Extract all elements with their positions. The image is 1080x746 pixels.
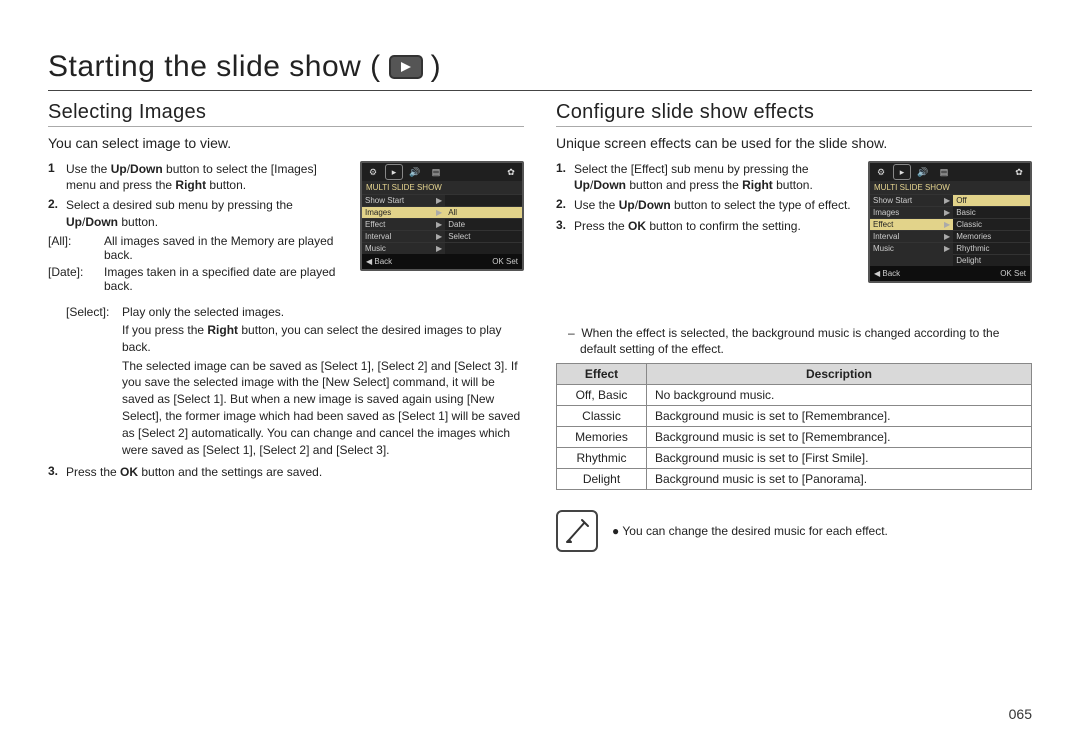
- table-cell: Rhythmic: [557, 448, 647, 469]
- table-cell: Background music is set to [Panorama].: [647, 469, 1032, 490]
- step-number: 2.: [48, 197, 60, 229]
- right-subtitle: Configure slide show effects: [556, 101, 1032, 127]
- page-title: Starting the slide show ( ): [48, 50, 1032, 90]
- table-header: Description: [647, 364, 1032, 385]
- play-icon: [389, 55, 423, 79]
- step-number: 1: [48, 161, 60, 193]
- table-cell: Classic: [557, 406, 647, 427]
- screen-menu-item: Effect▶: [870, 218, 953, 230]
- left-cont2: The selected image can be saved as [Sele…: [122, 358, 524, 459]
- screen-menu-item: Music▶: [870, 242, 953, 254]
- step-body: Press the OK button and the settings are…: [66, 464, 524, 480]
- screen-tool-icon: ✿: [1011, 165, 1027, 179]
- screen-tool-icon: ✿: [503, 165, 519, 179]
- screen-title: MULTI SLIDE SHOW: [362, 181, 522, 194]
- page-number: 065: [1009, 706, 1032, 722]
- screen-tool-icon: ▸: [386, 165, 402, 179]
- screen-menu-item: Images▶: [870, 206, 953, 218]
- screen-footer-ok: OK Set: [492, 257, 518, 266]
- def-val: All images saved in the Memory are playe…: [104, 234, 348, 262]
- screen-tool-icon: ⚙: [873, 165, 889, 179]
- screen-menu-item: Show Start▶: [362, 194, 445, 206]
- right-subnote: – When the effect is selected, the backg…: [556, 325, 1032, 357]
- title-divider: [48, 90, 1032, 91]
- step-number: 3.: [48, 464, 60, 480]
- table-cell: Off, Basic: [557, 385, 647, 406]
- screen-tool-icon: 🔊: [407, 165, 423, 179]
- screen-menu-item: [445, 194, 522, 206]
- right-steps: 1.Select the [Effect] sub menu by pressi…: [556, 161, 856, 234]
- screen-menu-item: [445, 242, 522, 254]
- table-cell: Background music is set to [Remembrance]…: [647, 427, 1032, 448]
- right-intro: Unique screen effects can be used for th…: [556, 135, 1032, 151]
- right-column: Configure slide show effects Unique scre…: [556, 101, 1032, 552]
- screen-menu-item: Images▶: [362, 206, 445, 218]
- step-number: 3.: [556, 218, 568, 234]
- step-body: Press the OK button to confirm the setti…: [574, 218, 856, 234]
- table-cell: Background music is set to [Remembrance]…: [647, 406, 1032, 427]
- screen-menu-item: Basic: [953, 206, 1030, 218]
- screen-menu-item: Date: [445, 218, 522, 230]
- def-key: [All]:: [48, 234, 96, 262]
- screen-menu-item: Rhythmic: [953, 242, 1030, 254]
- camera-screen-right: ⚙ ▸ 🔊 ▤ ✿ MULTI SLIDE SHOW Show Start▶Im…: [868, 161, 1032, 283]
- screen-menu-item: All: [445, 206, 522, 218]
- screen-menu-item: Memories: [953, 230, 1030, 242]
- table-cell: Delight: [557, 469, 647, 490]
- screen-menu-item: Classic: [953, 218, 1030, 230]
- left-cont1: If you press the Right button, you can s…: [122, 322, 524, 356]
- screen-menu-item: Select: [445, 230, 522, 242]
- step-body: Select the [Effect] sub menu by pressing…: [574, 161, 856, 193]
- table-header: Effect: [557, 364, 647, 385]
- title-text-a: Starting the slide show (: [48, 50, 381, 84]
- screen-menu-item: Delight: [953, 254, 1030, 266]
- table-cell: Memories: [557, 427, 647, 448]
- note-icon: [556, 510, 598, 552]
- screen-menu-item: Interval▶: [362, 230, 445, 242]
- step-body: Use the Up/Down button to select the [Im…: [66, 161, 348, 193]
- left-intro: You can select image to view.: [48, 135, 524, 151]
- screen-menu-item: Off: [953, 194, 1030, 206]
- screen-title: MULTI SLIDE SHOW: [870, 181, 1030, 194]
- screen-menu-item: Show Start▶: [870, 194, 953, 206]
- screen-tool-icon: ▤: [936, 165, 952, 179]
- def-val: Play only the selected images.: [122, 305, 524, 319]
- table-row: MemoriesBackground music is set to [Reme…: [557, 427, 1032, 448]
- screen-tool-icon: ▤: [428, 165, 444, 179]
- screen-menu-item: Music▶: [362, 242, 445, 254]
- effects-table: Effect Description Off, BasicNo backgrou…: [556, 363, 1032, 490]
- def-key: [Select]:: [66, 305, 114, 319]
- screen-menu-item: Effect▶: [362, 218, 445, 230]
- screen-footer-back: ◀ Back: [366, 257, 392, 266]
- screen-footer-back: ◀ Back: [874, 269, 900, 278]
- note-text: You can change the desired music for eac…: [612, 524, 888, 538]
- screen-tool-icon: ⚙: [365, 165, 381, 179]
- camera-screen-left: ⚙ ▸ 🔊 ▤ ✿ MULTI SLIDE SHOW Show Start▶Im…: [360, 161, 524, 271]
- screen-footer-ok: OK Set: [1000, 269, 1026, 278]
- screen-toolbar: ⚙ ▸ 🔊 ▤ ✿: [362, 163, 522, 181]
- step-number: 2.: [556, 197, 568, 213]
- screen-tool-icon: 🔊: [915, 165, 931, 179]
- table-row: DelightBackground music is set to [Panor…: [557, 469, 1032, 490]
- step-body: Select a desired sub menu by pressing th…: [66, 197, 348, 229]
- screen-menu-item: Interval▶: [870, 230, 953, 242]
- table-cell: No background music.: [647, 385, 1032, 406]
- left-subtitle: Selecting Images: [48, 101, 524, 127]
- screen-tool-icon: ▸: [894, 165, 910, 179]
- def-val: Images taken in a specified date are pla…: [104, 265, 348, 293]
- table-row: Off, BasicNo background music.: [557, 385, 1032, 406]
- def-key: [Date]:: [48, 265, 96, 293]
- left-column: Selecting Images You can select image to…: [48, 101, 524, 552]
- step-number: 1.: [556, 161, 568, 193]
- step-body: Use the Up/Down button to select the typ…: [574, 197, 856, 213]
- title-text-b: ): [431, 50, 442, 84]
- table-cell: Background music is set to [First Smile]…: [647, 448, 1032, 469]
- table-row: ClassicBackground music is set to [Remem…: [557, 406, 1032, 427]
- left-steps: 1 Use the Up/Down button to select the […: [48, 161, 348, 293]
- screen-toolbar: ⚙ ▸ 🔊 ▤ ✿: [870, 163, 1030, 181]
- table-row: RhythmicBackground music is set to [Firs…: [557, 448, 1032, 469]
